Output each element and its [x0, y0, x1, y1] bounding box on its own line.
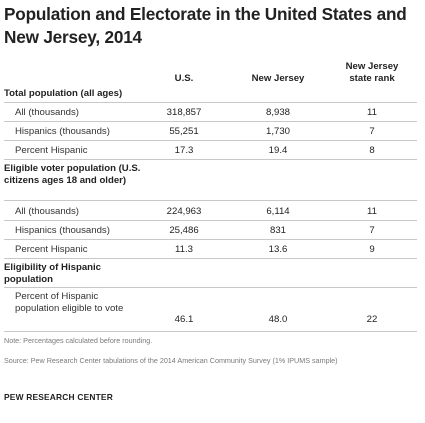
cell-new-jersey: 1,730: [265, 126, 290, 137]
row-divider: [4, 159, 417, 160]
row-label: All (thousands): [15, 206, 79, 217]
cell-us: 55,251: [169, 126, 199, 137]
row-label: Hispanics (thousands): [15, 126, 110, 137]
cell-new-jersey: 8,938: [265, 107, 290, 118]
cell-rank: 8: [369, 145, 375, 156]
cell-rank: 11: [367, 107, 377, 118]
cell-rank: 7: [369, 225, 375, 236]
cell-rank: 9: [369, 244, 375, 255]
row-divider: [4, 287, 417, 288]
row-divider: [4, 331, 417, 332]
column-header-state-rank: New Jersey state rank: [345, 61, 399, 84]
row-label: Percent Hispanic: [15, 145, 88, 156]
column-header-new-jersey: New Jersey: [251, 73, 305, 84]
cell-new-jersey: 48.0: [268, 314, 288, 325]
row-divider: [4, 200, 417, 201]
row-label: Percent of Hispanic population eligible …: [15, 291, 124, 314]
row-divider: [4, 121, 417, 122]
cell-rank: 7: [369, 126, 375, 137]
table-title: Population and Electorate in the United …: [4, 4, 407, 47]
cell-new-jersey: 831: [269, 225, 286, 236]
row-divider: [4, 140, 417, 141]
cell-us: 46.1: [174, 314, 194, 325]
cell-rank: 22: [366, 314, 378, 325]
row-divider: [4, 102, 417, 103]
section-heading-eligible-voters: Eligible voter population (U.S. citizens…: [4, 163, 141, 186]
cell-new-jersey: 19.4: [268, 145, 288, 156]
section-heading-total-population: Total population (all ages): [4, 88, 123, 99]
footer-pew-research-center: PEW RESEARCH CENTER: [4, 392, 113, 402]
cell-us: 318,857: [166, 107, 202, 118]
column-header-us: U.S.: [174, 73, 194, 84]
note: Note: Percentages calculated before roun…: [4, 336, 153, 345]
source: Source: Pew Research Center tabulations …: [4, 356, 338, 365]
row-divider: [4, 239, 417, 240]
row-label: Hispanics (thousands): [15, 225, 110, 236]
cell-us: 25,486: [169, 225, 199, 236]
row-divider: [4, 258, 417, 259]
row-label: All (thousands): [15, 107, 79, 118]
row-divider: [4, 220, 417, 221]
cell-new-jersey: 13.6: [268, 244, 288, 255]
cell-us: 11.3: [175, 244, 193, 255]
section-heading-hispanic-eligibility: Eligibility of Hispanic population: [4, 262, 102, 285]
cell-rank: 11: [367, 206, 377, 217]
cell-us: 17.3: [174, 145, 194, 156]
row-label: Percent Hispanic: [15, 244, 88, 255]
cell-us: 224,963: [166, 206, 202, 217]
cell-new-jersey: 6,114: [266, 206, 290, 217]
